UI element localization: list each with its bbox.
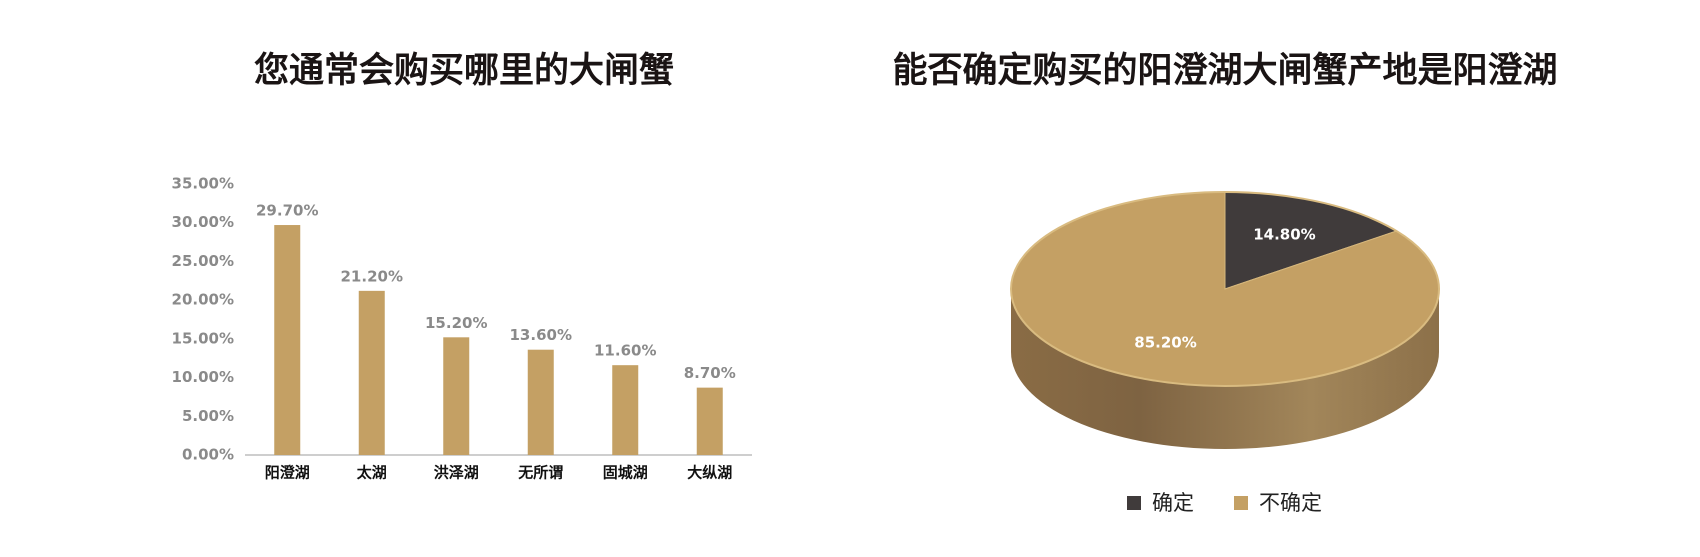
y-tick-label: 25.00% (172, 252, 234, 270)
data-label: 8.70% (684, 364, 736, 382)
data-label: 85.20% (1134, 333, 1196, 351)
pie-rim (1010, 191, 1440, 387)
legend-label: 确定 (1152, 491, 1194, 515)
legend-label: 不确定 (1259, 491, 1322, 515)
legend-swatch (1127, 496, 1141, 510)
bar (443, 337, 470, 455)
x-tick-label: 无所谓 (517, 464, 563, 482)
x-tick-label: 大纵湖 (687, 464, 732, 482)
legend-swatch (1234, 496, 1248, 510)
bar (696, 387, 723, 455)
bar (612, 365, 639, 455)
x-tick-label: 阳澄湖 (265, 464, 310, 482)
x-tick-label: 固城湖 (603, 464, 648, 482)
y-tick-label: 15.00% (172, 329, 234, 347)
chart-title: 您通常会购买哪里的大闸蟹 (254, 51, 674, 91)
y-tick-label: 30.00% (172, 213, 234, 231)
bar (527, 349, 554, 455)
data-label: 29.70% (256, 202, 318, 220)
pie-side (1011, 289, 1439, 449)
data-label: 21.20% (341, 267, 403, 285)
chart-title: 能否确定购买的阳澄湖大闸蟹产地是阳澄湖 (892, 51, 1557, 91)
y-tick-label: 10.00% (172, 368, 234, 386)
data-label: 11.60% (594, 342, 656, 360)
y-tick-label: 35.00% (172, 175, 234, 193)
data-label: 15.20% (425, 314, 487, 332)
x-tick-label: 太湖 (357, 464, 387, 482)
bar (358, 290, 385, 455)
y-tick-label: 5.00% (182, 407, 234, 425)
x-tick-label: 洪泽湖 (434, 464, 479, 482)
data-label: 13.60% (510, 326, 572, 344)
y-tick-label: 0.00% (182, 446, 234, 464)
y-tick-label: 20.00% (172, 291, 234, 309)
data-label: 14.80% (1253, 226, 1315, 244)
bar (274, 225, 301, 455)
